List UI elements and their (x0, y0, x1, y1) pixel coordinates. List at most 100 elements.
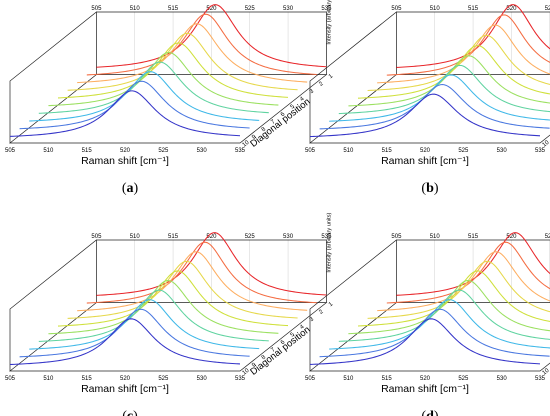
bottom-tick-label: 525 (158, 148, 169, 154)
bottom-tick-label: 520 (420, 148, 431, 154)
top-tick-label: 515 (468, 234, 479, 240)
depth-tick-label: 8 (261, 354, 268, 361)
bottom-tick-label: 510 (43, 148, 54, 154)
panel-caption: (a) (122, 181, 139, 196)
panel-caption: (c) (122, 409, 138, 416)
spectrum-line-5 (57, 270, 289, 327)
top-tick-label: 525 (245, 234, 256, 240)
bottom-tick-label: 510 (343, 148, 354, 154)
panel-label: b (426, 181, 434, 196)
top-tick-label: 510 (130, 234, 141, 240)
bottom-tick-label: 510 (343, 376, 354, 382)
top-tick-label: 530 (283, 6, 294, 12)
spectrum-line-9 (319, 84, 550, 130)
chart-panel-d: 5055105155205255305355055105155205255305… (305, 232, 550, 416)
panel-label: a (127, 181, 134, 196)
panel-caption: (b) (421, 181, 438, 196)
top-tick-label: 510 (430, 6, 441, 12)
top-tick-label: 505 (391, 6, 402, 12)
spectrum-line-3 (377, 251, 550, 312)
depth-tick-label: 7 (270, 347, 277, 354)
bottom-tick-label: 525 (458, 148, 469, 154)
panel-label: d (426, 409, 434, 416)
spectrum-line-6 (348, 55, 550, 107)
x-axis-title: Raman shift [cm⁻¹] (81, 155, 169, 167)
top-tick-label: 530 (283, 234, 294, 240)
depth-tick-label: 6 (280, 111, 287, 118)
depth-tick-label: 10 (542, 367, 550, 376)
bottom-tick-label: 505 (305, 148, 316, 154)
spectrum-line-6 (348, 280, 550, 335)
top-tick-label: 505 (91, 234, 102, 240)
chart-panel-b: 5055105155205255305355055105155205255305… (305, 4, 550, 196)
spectrum-line-10 (309, 318, 541, 365)
y-axis-title: Intensity (arbitrary units) (326, 0, 332, 45)
top-tick-label: 535 (321, 234, 332, 240)
spectrum-line-2 (86, 13, 317, 76)
top-tick-label: 515 (168, 234, 179, 240)
top-tick-label: 520 (206, 234, 217, 240)
spectrum-line-9 (19, 80, 250, 130)
spectrum-line-7 (38, 61, 269, 114)
plot-frame (308, 11, 550, 144)
spectrum-line-8 (329, 299, 550, 350)
top-tick-label: 510 (430, 234, 441, 240)
spectrum-line-4 (67, 32, 298, 91)
bottom-tick-label: 515 (382, 148, 393, 154)
spectrum-line-2 (386, 14, 550, 76)
top-tick-label: 515 (468, 6, 479, 12)
bottom-tick-label: 525 (158, 376, 169, 382)
depth-tick-label: 9 (251, 134, 258, 141)
depth-tick-label: 4 (299, 96, 306, 103)
spectrum-line-2 (386, 241, 550, 304)
depth-tick-label: 7 (270, 119, 277, 126)
panel-label: c (127, 409, 133, 416)
x-axis-title: Raman shift [cm⁻¹] (381, 383, 469, 395)
panel-caption: (d) (421, 409, 438, 416)
spectrum-line-1 (96, 4, 327, 68)
bottom-tick-label: 530 (497, 148, 508, 154)
depth-tick-label: 10 (242, 139, 251, 148)
bottom-tick-label: 515 (82, 376, 93, 382)
top-tick-label: 525 (245, 6, 256, 12)
depth-tick-label: 10 (542, 139, 550, 148)
bottom-tick-label: 530 (497, 376, 508, 382)
spectrum-line-9 (19, 308, 250, 358)
plot-frame (308, 239, 550, 372)
bottom-tick-label: 530 (197, 148, 208, 154)
plot-frame (8, 239, 328, 372)
bottom-tick-label: 520 (120, 376, 131, 382)
depth-tick-label: 2 (318, 81, 325, 88)
y-axis-title: Intensity (arbitrary units) (326, 212, 332, 272)
depth-axis-title: Diagonal position (248, 96, 312, 150)
top-tick-label: 520 (206, 6, 217, 12)
depth-tick-label: 2 (318, 309, 325, 316)
top-tick-label: 525 (545, 6, 550, 12)
bottom-tick-label: 535 (535, 148, 546, 154)
depth-tick-label: 1 (328, 301, 335, 308)
spectrum-line-1 (96, 232, 327, 296)
bottom-tick-label: 535 (235, 376, 246, 382)
bottom-tick-label: 505 (5, 376, 16, 382)
bottom-tick-label: 520 (420, 376, 431, 382)
top-tick-label: 510 (130, 6, 141, 12)
depth-tick-label: 3 (309, 88, 316, 95)
spectrum-line-8 (29, 299, 260, 350)
depth-tick-label: 9 (251, 362, 258, 369)
spectrum-line-10 (9, 90, 241, 137)
spectrum-line-1 (396, 232, 550, 296)
x-axis-title: Raman shift [cm⁻¹] (81, 383, 169, 395)
spectrum-line-4 (67, 260, 298, 319)
top-tick-label: 520 (506, 6, 517, 12)
top-tick-label: 535 (321, 6, 332, 12)
spectrum-line-5 (57, 42, 289, 99)
bottom-tick-label: 505 (5, 148, 16, 154)
top-tick-label: 525 (545, 234, 550, 240)
bottom-tick-label: 535 (235, 148, 246, 154)
depth-tick-label: 3 (309, 316, 316, 323)
depth-tick-label: 5 (290, 331, 297, 338)
spectrum-line-4 (367, 34, 550, 92)
spectrum-line-6 (48, 51, 279, 107)
